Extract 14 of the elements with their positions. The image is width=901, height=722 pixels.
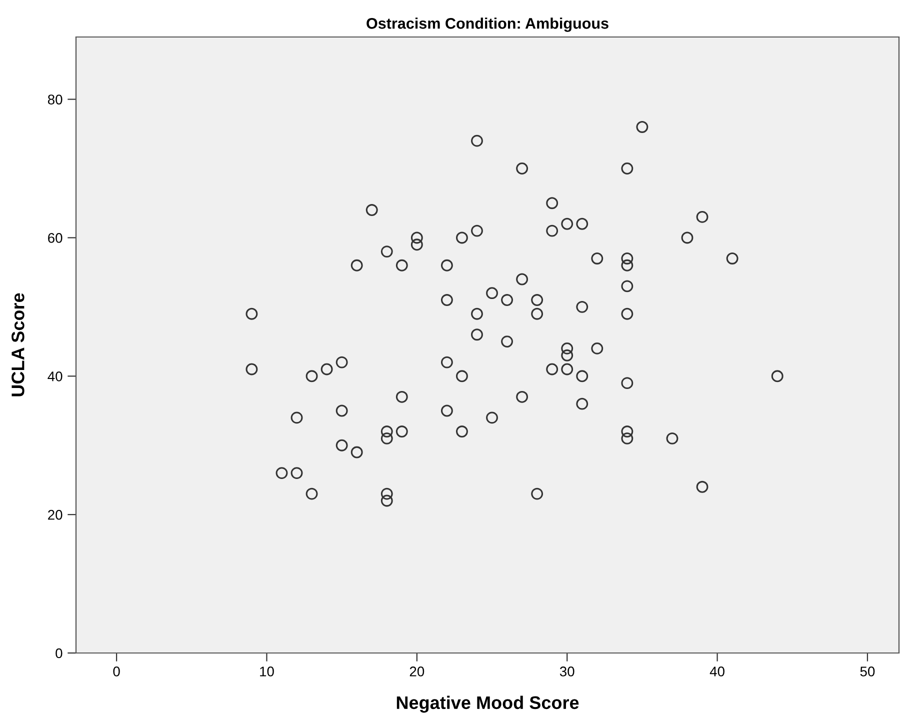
x-tick-label: 0 bbox=[113, 666, 120, 676]
x-axis-title: Negative Mood Score bbox=[396, 696, 579, 713]
x-tick-label: 40 bbox=[710, 666, 724, 676]
y-tick-label: 20 bbox=[48, 510, 62, 520]
chart-title: Ostracism Condition: Ambiguous bbox=[366, 18, 608, 32]
y-tick-label: 0 bbox=[56, 648, 62, 658]
y-tick-label: 40 bbox=[48, 371, 62, 382]
y-axis-title: UCLA Score bbox=[12, 293, 24, 396]
x-tick-label: 10 bbox=[260, 666, 274, 676]
y-tick-label: 60 bbox=[48, 233, 62, 243]
x-tick-label: 30 bbox=[560, 666, 574, 676]
y-tick-label: 80 bbox=[48, 94, 62, 104]
x-tick-label: 20 bbox=[410, 666, 424, 676]
x-tick-label: 50 bbox=[860, 666, 875, 676]
